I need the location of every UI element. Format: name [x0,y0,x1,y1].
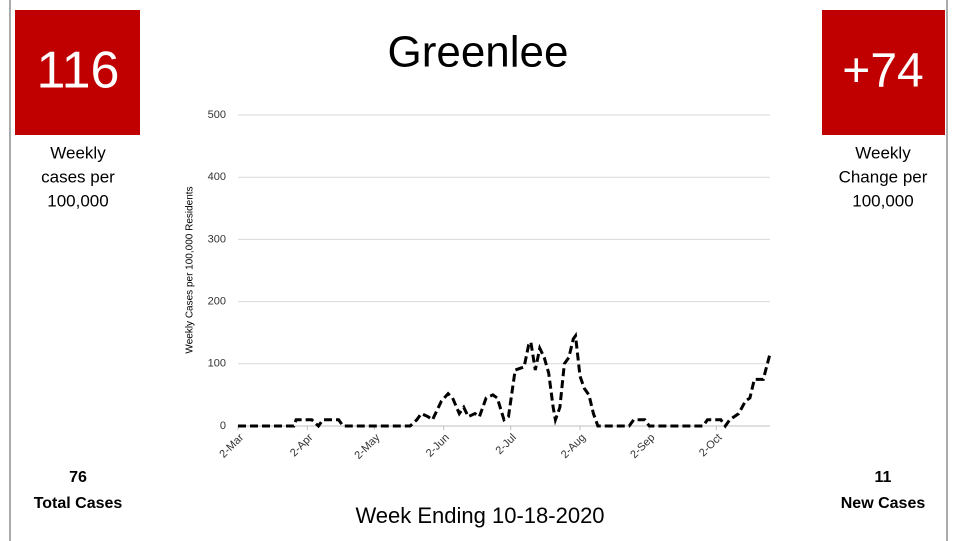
total-value: 76 [69,469,87,486]
kpi-label: 100,000 [47,191,108,210]
kpi-label: Weekly [50,143,106,162]
x-tick-label: 2-Oct [697,432,725,460]
kpi-label: cases per [41,167,115,186]
kpi-box [822,10,945,135]
x-tick-label: 2-Aug [559,432,588,461]
data-line [238,331,772,429]
kpi-label: Change per [839,167,928,186]
x-tick-label: 2-Sep [628,432,657,461]
kpi-value: +74 [842,45,923,98]
kpi-box [15,10,140,135]
y-tick-label: 500 [208,109,226,121]
chart-title: Greenlee [387,28,568,77]
y-tick-label: 300 [208,233,226,245]
x-tick-label: 2-May [352,431,382,461]
y-tick-label: 100 [208,358,226,370]
footer: Week Ending 10-18-2020 [355,503,604,528]
new-value: 11 [875,469,892,486]
kpi-value: 116 [37,42,120,100]
x-tick-label: 2-Apr [288,431,316,459]
kpi-label: Weekly [855,143,911,162]
y-tick-label: 0 [220,420,226,432]
y-tick-label: 400 [208,171,226,183]
x-tick-label: 2-Mar [217,431,246,460]
new-label: New Cases [841,495,926,512]
kpi-label: 100,000 [852,191,913,210]
total-label: Total Cases [34,495,123,512]
x-tick-label: 2-Jul [494,432,519,457]
y-axis-title: Weekly Cases per 100,000 Residents [185,186,196,353]
x-tick-label: 2-Jun [424,432,452,460]
y-tick-label: 200 [208,296,226,308]
